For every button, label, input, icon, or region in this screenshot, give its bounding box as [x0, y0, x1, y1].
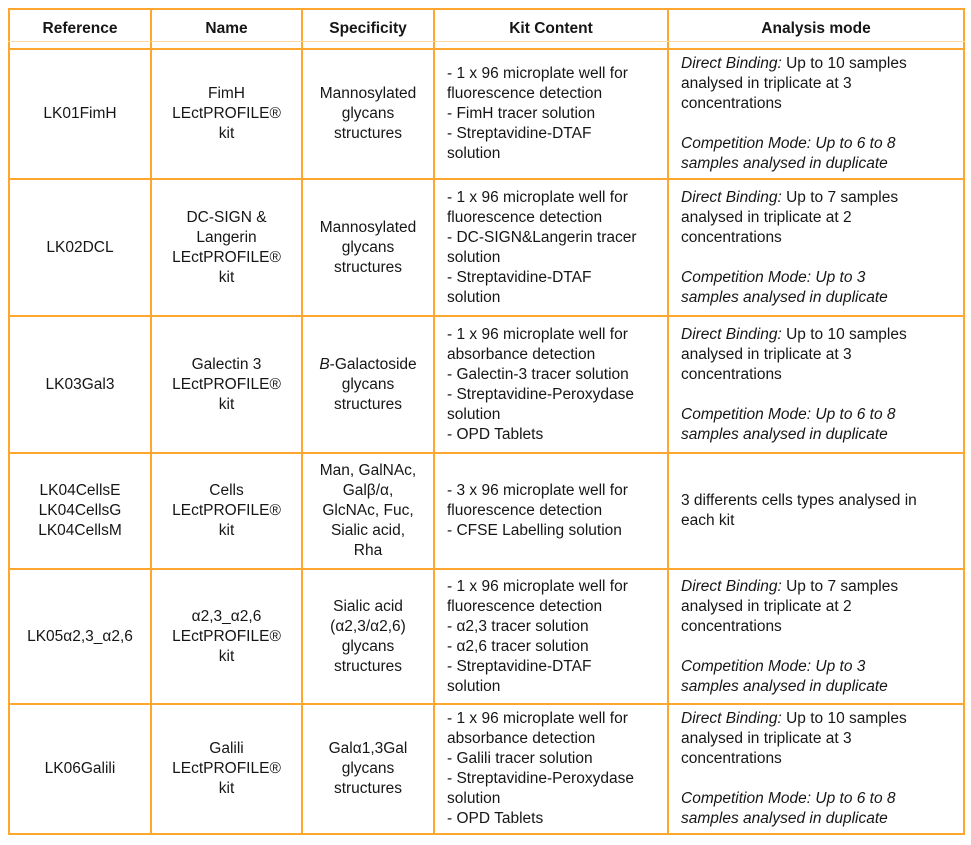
- col-header-specificity: Specificity: [301, 8, 436, 50]
- col-header-kit-content: Kit Content: [433, 8, 670, 50]
- cell-reference: LK02DCL: [8, 178, 152, 317]
- cell-name: FimH LEctPROFILE® kit: [150, 48, 303, 180]
- cell-specificity: Mannosylated glycans structures: [301, 48, 435, 180]
- cell-reference: LK05α2,3_α2,6: [8, 568, 152, 705]
- cell-specificity: B-Galactoside glycans structures: [301, 315, 435, 454]
- lectprofile-kits-table: Reference Name Specificity Kit Content A…: [8, 8, 966, 835]
- cell-reference: LK01FimH: [8, 48, 152, 180]
- cell-specificity: Mannosylated glycans structures: [301, 178, 435, 317]
- cell-kit-content: - 3 x 96 microplate well for fluorescenc…: [433, 452, 669, 570]
- cell-kit-content: - 1 x 96 microplate well for absorbance …: [433, 703, 669, 835]
- cell-name: DC-SIGN & Langerin LEctPROFILE® kit: [150, 178, 303, 317]
- cell-reference: LK03Gal3: [8, 315, 152, 454]
- cell-analysis-mode: Direct Binding: Up to 10 samples analyse…: [667, 703, 965, 835]
- cell-analysis-mode: Direct Binding: Up to 7 samples analysed…: [667, 568, 965, 705]
- cell-analysis-mode: Direct Binding: Up to 7 samples analysed…: [667, 178, 965, 317]
- col-header-analysis-mode: Analysis mode: [667, 8, 966, 50]
- col-header-name: Name: [150, 8, 304, 50]
- cell-specificity: Man, GalNAc, Galβ/α, GlcNAc, Fuc, Sialic…: [301, 452, 435, 570]
- table-row: LK01FimH FimH LEctPROFILE® kit Mannosyla…: [8, 48, 965, 180]
- cell-reference: LK04CellsE LK04CellsG LK04CellsM: [8, 452, 152, 570]
- table-row: LK04CellsE LK04CellsG LK04CellsM Cells L…: [8, 452, 965, 570]
- cell-analysis-mode: Direct Binding: Up to 10 samples analyse…: [667, 48, 965, 180]
- cell-kit-content: - 1 x 96 microplate well for absorbance …: [433, 315, 669, 454]
- cell-name: Galili LEctPROFILE® kit: [150, 703, 303, 835]
- cell-specificity: Sialic acid (α2,3/α2,6) glycans structur…: [301, 568, 435, 705]
- cell-analysis-mode: 3 differents cells types analysed in eac…: [667, 452, 965, 570]
- header-row: Reference Name Specificity Kit Content A…: [8, 8, 966, 50]
- cell-kit-content: - 1 x 96 microplate well for fluorescenc…: [433, 568, 669, 705]
- cell-specificity: Galα1,3Gal glycans structures: [301, 703, 435, 835]
- cell-name: α2,3_α2,6 LEctPROFILE® kit: [150, 568, 303, 705]
- table-row: LK05α2,3_α2,6 α2,3_α2,6 LEctPROFILE® kit…: [8, 568, 965, 705]
- table-row: LK06Galili Galili LEctPROFILE® kit Galα1…: [8, 703, 965, 835]
- cell-reference: LK06Galili: [8, 703, 152, 835]
- cell-name: Galectin 3 LEctPROFILE® kit: [150, 315, 303, 454]
- table-row: LK03Gal3 Galectin 3 LEctPROFILE® kit B-G…: [8, 315, 965, 454]
- cell-name: Cells LEctPROFILE® kit: [150, 452, 303, 570]
- cell-kit-content: - 1 x 96 microplate well for fluorescenc…: [433, 178, 669, 317]
- cell-analysis-mode: Direct Binding: Up to 10 samples analyse…: [667, 315, 965, 454]
- col-header-reference: Reference: [8, 8, 153, 50]
- cell-kit-content: - 1 x 96 microplate well for fluorescenc…: [433, 48, 669, 180]
- table-row: LK02DCL DC-SIGN & Langerin LEctPROFILE® …: [8, 178, 965, 317]
